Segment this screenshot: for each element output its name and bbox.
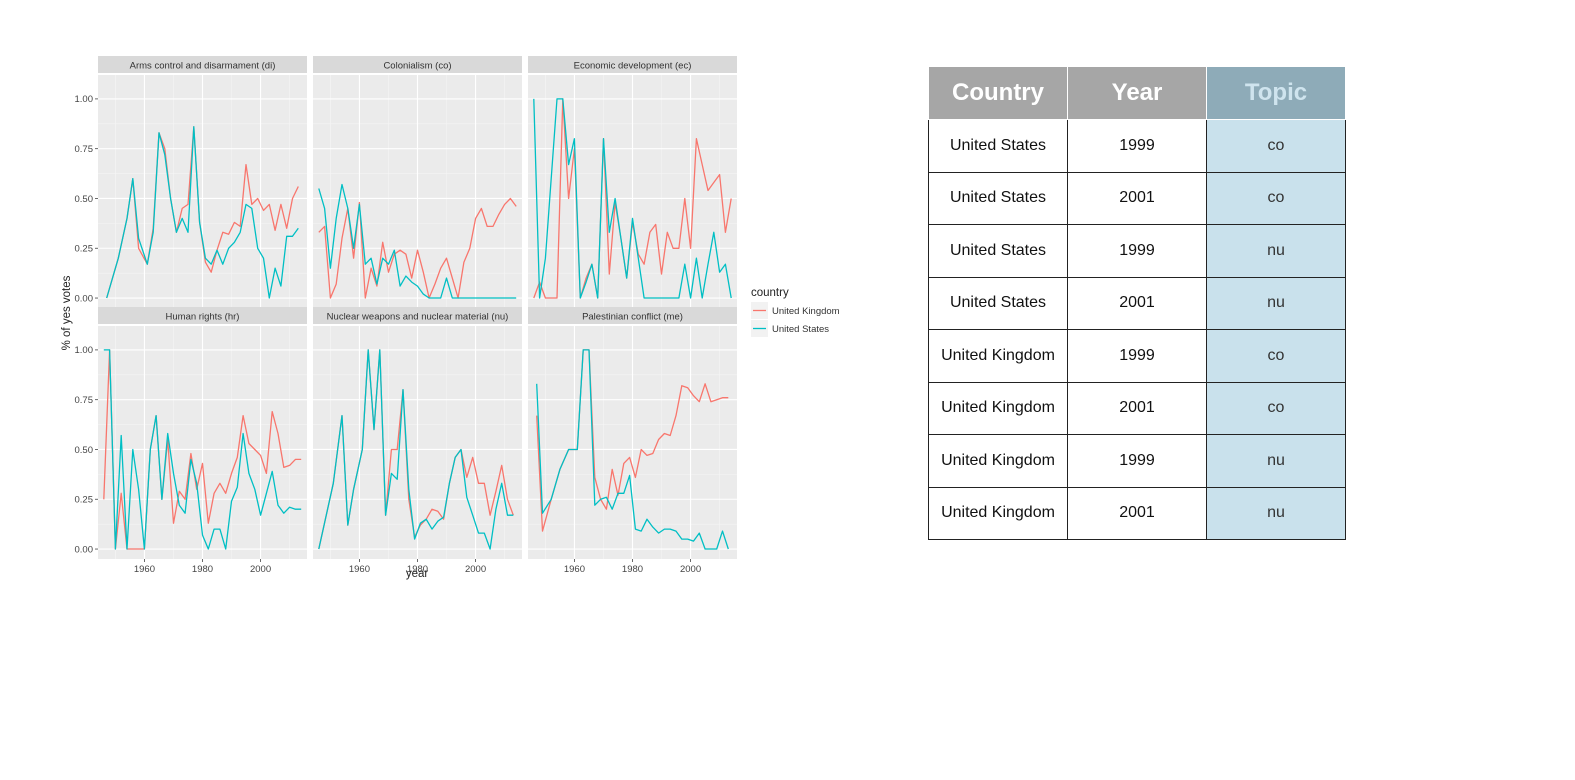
cell-year: 1999 [1067,434,1207,488]
cell-topic: nu [1206,276,1346,330]
table-row: United Kingdom 1999 nu [928,434,1346,488]
x-tick-label: 1960 [134,564,155,575]
facet-panel: Arms control and disarmament (di) 0.00 0.2… [75,56,307,308]
y-tick-label: 0.50 [75,194,94,205]
y-tick-label: 0.25 [75,244,94,255]
y-tick-label: 0.25 [75,495,94,506]
facet-panel: Nuclear weapons and nuclear material (nu… [313,307,522,575]
x-tick-label: 2000 [680,564,701,575]
x-tick-label: 1980 [407,564,428,575]
cell-topic: co [1206,329,1346,383]
cell-year: 1999 [1067,224,1207,278]
facet-title: Nuclear weapons and nuclear material (nu… [327,312,509,323]
legend-label-uk: United Kingdom [772,306,840,317]
cell-country: United Kingdom [928,329,1068,383]
x-tick-label: 1960 [564,564,585,575]
series-line-us [103,349,302,550]
series-line-uk [103,349,302,550]
table-row: United States 1999 nu [928,224,1346,278]
legend-label-us: United States [772,324,829,335]
cell-country: United States [928,276,1068,330]
faceted-line-chart: Arms control and disarmament (di) 0.00 0.2… [61,56,840,580]
table-row: United Kingdom 2001 nu [928,486,1346,540]
y-tick-label: 0.75 [75,144,94,155]
y-tick-label: 0.75 [75,395,94,406]
series-line-us [533,98,732,299]
facet-title: Human rights (hr) [166,312,240,323]
chart-panels: Arms control and disarmament (di) 0.00 0.2… [75,56,737,575]
y-tick-label: 0.50 [75,445,94,456]
x-tick-label: 2000 [250,564,271,575]
facet-panel: Human rights (hr) 0.00 0.25 0.50 0.75 1.00 196… [75,307,307,575]
table-row: United States 2001 nu [928,276,1346,330]
series-line-us [536,349,729,550]
x-tick-label: 1980 [622,564,643,575]
header-country: Country [928,66,1068,120]
cell-country: United States [928,119,1068,173]
cell-country: United Kingdom [928,381,1068,435]
table-row: United Kingdom 2001 co [928,381,1346,435]
facet-strip [313,56,522,73]
cell-country: United Kingdom [928,434,1068,488]
cell-year: 2001 [1067,381,1207,435]
facet-strip [313,307,522,324]
cell-year: 2001 [1067,486,1207,540]
y-axis-title: % of yes votes [61,275,73,350]
cell-country: United States [928,224,1068,278]
x-tick-label: 1980 [192,564,213,575]
cell-topic: co [1206,119,1346,173]
facet-panel: Palestinian conflict (me) 1960 1980 2000 [528,307,737,575]
cell-year: 1999 [1067,329,1207,383]
x-tick-label: 1960 [349,564,370,575]
cell-topic: nu [1206,486,1346,540]
y-tick-label: 0.00 [75,544,94,555]
facet-strip [528,307,737,324]
facet-panel: Economic development (ec) [528,56,737,308]
facet-strip [98,307,307,324]
facet-title: Economic development (ec) [574,61,692,72]
y-tick-label: 1.00 [75,345,94,356]
legend: country United Kingdom United States [751,287,840,337]
table-row: United Kingdom 1999 co [928,329,1346,383]
facet-title: Palestinian conflict (me) [582,312,683,323]
cell-topic: nu [1206,434,1346,488]
cell-country: United States [928,171,1068,225]
facet-title: Arms control and disarmament (di) [130,61,276,72]
x-axis-title: year [406,568,429,580]
series-line-us [106,126,299,299]
series-line-us [318,349,514,550]
table-header-row: Country Year Topic [928,66,1346,120]
series-line-uk [318,197,517,299]
x-tick-label: 2000 [465,564,486,575]
cell-topic: nu [1206,224,1346,278]
table-row: United States 2001 co [928,171,1346,225]
table-row: United States 1999 co [928,119,1346,173]
cell-country: United Kingdom [928,486,1068,540]
facet-panel: Colonialism (co) [313,56,522,308]
cell-year: 1999 [1067,119,1207,173]
y-tick-label: 0.00 [75,293,94,304]
cell-year: 2001 [1067,276,1207,330]
facet-title: Colonialism (co) [383,61,451,72]
header-topic: Topic [1206,66,1346,120]
cell-year: 2001 [1067,171,1207,225]
header-year: Year [1067,66,1207,120]
y-tick-label: 1.00 [75,94,94,105]
cell-topic: co [1206,171,1346,225]
cell-topic: co [1206,381,1346,435]
series-line-us [318,183,517,299]
facet-strip [528,56,737,73]
facet-strip [98,56,307,73]
data-table: Country Year Topic United States 1999 co… [928,66,1346,540]
legend-title: country [751,287,789,299]
